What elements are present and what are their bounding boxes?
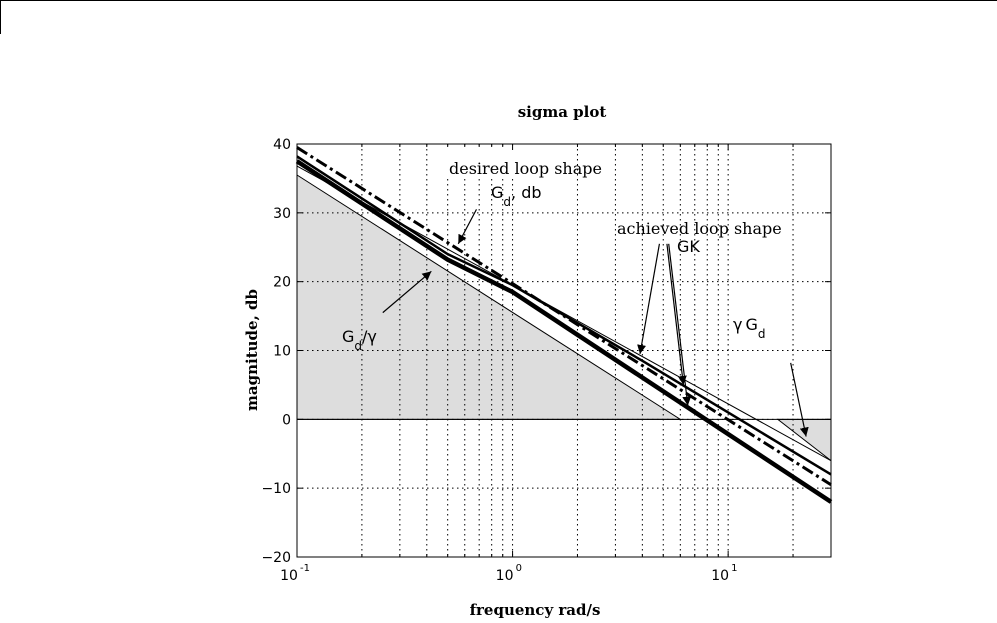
y-tick-label: 0 xyxy=(282,412,291,428)
x-tick-label: 10 xyxy=(711,568,729,584)
x-axis-label: frequency rad/s xyxy=(470,601,601,619)
gamma-gd-subscript: d xyxy=(758,327,766,341)
y-tick-label: 30 xyxy=(273,206,291,222)
achieved-arrow-1 xyxy=(637,243,661,355)
gamma-gd-prefix: γ xyxy=(733,315,742,334)
desired-gd-suffix: , db xyxy=(511,183,541,202)
desired-label-backdrop xyxy=(437,148,571,178)
page-frame-left xyxy=(0,0,1,34)
y-tick-label: 10 xyxy=(273,344,291,360)
gd-over-gamma-arrow xyxy=(382,270,432,314)
gamma-gd-label: γ Gd xyxy=(733,315,766,341)
achieved-loop-shape-label: achieved loop shape xyxy=(617,219,782,238)
x-tick-exponent: 0 xyxy=(516,563,522,574)
gd-over-gamma-suffix: /γ xyxy=(362,327,377,346)
desired-gd-base: G xyxy=(491,183,503,202)
y-axis-label: magnitude, db xyxy=(243,289,261,411)
gd-over-gamma-subscript: d xyxy=(354,339,362,353)
y-tick-label: −20 xyxy=(261,550,291,566)
series-line-4 xyxy=(296,165,832,462)
y-tick-label: −10 xyxy=(261,481,291,497)
gd-over-gamma-label: Gd/γ xyxy=(342,327,377,353)
desired-arrow xyxy=(457,209,477,245)
y-tick-label: 20 xyxy=(273,275,291,291)
x-tick-exponent: 1 xyxy=(731,563,737,574)
x-tick-exponent: -1 xyxy=(300,563,310,574)
desired-loop-shape-label: desired loop shape xyxy=(449,159,602,178)
gd-over-gamma-base: G xyxy=(342,327,354,346)
achieved-arrow-2 xyxy=(666,243,687,385)
achieved-arrow-3 xyxy=(668,243,692,406)
gamma-gd-arrow xyxy=(790,362,809,437)
desired-gd-subscript: d xyxy=(503,195,511,209)
page-frame-top xyxy=(0,0,997,1)
x-tick-label: 10 xyxy=(496,568,514,584)
achieved-gk-label: GK xyxy=(677,237,700,256)
gamma-gd-base: G xyxy=(745,315,757,334)
y-tick-label: 40 xyxy=(273,137,291,153)
series-line-3 xyxy=(295,159,833,504)
chart-title: sigma plot xyxy=(518,103,607,121)
desired-gd-db-label: Gd, db xyxy=(491,183,542,209)
x-tick-label: 10 xyxy=(280,568,298,584)
